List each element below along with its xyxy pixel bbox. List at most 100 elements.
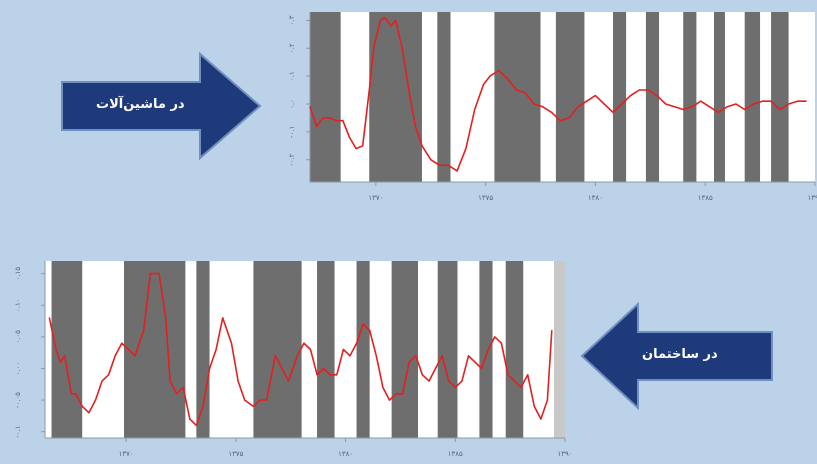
construction-band-3 (123, 261, 186, 438)
construction-point-51 (388, 399, 391, 401)
machinery-y-tick-label-2: ۰.۰ (288, 99, 296, 109)
machinery-band-10 (613, 12, 627, 182)
machinery-x-tick-label-4: ۱۳۹۰ (807, 194, 817, 202)
construction-band-13 (391, 261, 418, 438)
construction-band-20 (523, 261, 555, 438)
construction-band-15 (437, 261, 458, 438)
machinery-point-50 (700, 100, 702, 102)
machinery-point-4 (335, 120, 337, 122)
machinery-point-14 (395, 19, 397, 21)
construction-point-74 (540, 418, 542, 420)
construction-point-42 (329, 374, 331, 376)
construction-point-52 (395, 393, 397, 395)
machinery-band-18 (744, 12, 761, 182)
machinery-point-47 (673, 106, 676, 108)
machinery-point-2 (322, 117, 324, 119)
construction-point-58 (434, 367, 437, 370)
construction-point-38 (303, 342, 305, 344)
construction-band-12 (369, 261, 392, 438)
construction-point-45 (349, 355, 351, 357)
construction-band-0 (45, 261, 52, 438)
construction-band-19 (505, 261, 524, 438)
machinery-band-19 (760, 12, 772, 182)
construction-point-53 (402, 393, 404, 395)
machinery-chart: -۰.۲ -۰.۱ ۰.۰ ۰.۱ ۰.۲ ۰.۳ ۱۳۷۰ ۱۳۷۵ ۱۳۸۰ ۱۳۸۵ ۱۳۹۰ (270, 0, 817, 215)
construction-point-27 (222, 317, 224, 319)
machinery-point-31 (533, 103, 535, 105)
machinery-y-tick-label-1: -۰.۱ (288, 126, 296, 138)
construction-point-60 (448, 380, 450, 382)
construction-point-71 (520, 386, 522, 389)
construction-x-tick-label-3: ۱۳۸۵ (448, 450, 463, 458)
machinery-point-55 (744, 108, 746, 111)
construction-point-9 (101, 380, 103, 382)
construction-point-14 (134, 355, 136, 357)
machinery-point-48 (682, 108, 684, 111)
construction-y-tick-label-3: ۰.۰۵ (14, 330, 22, 344)
construction-point-17 (158, 273, 160, 275)
machinery-point-16 (408, 89, 410, 91)
machinery-x-tick-label-1: ۱۳۷۵ (478, 194, 493, 202)
machinery-band-2 (369, 12, 422, 182)
construction-point-54 (408, 361, 410, 363)
construction-x-tick-label-0: ۱۳۷۰ (119, 450, 134, 458)
machinery-point-62 (805, 100, 807, 102)
machinery-point-1 (315, 125, 318, 127)
machinery-point-24 (474, 108, 476, 111)
construction-point-10 (108, 374, 110, 376)
machinery-band-3 (421, 12, 438, 182)
machinery-point-61 (796, 100, 799, 102)
construction-y-tick-label-2: ۰.۰۰ (14, 362, 22, 376)
construction-point-65 (481, 367, 483, 370)
machinery-point-28 (507, 78, 509, 80)
construction-point-11 (114, 355, 116, 357)
machinery-point-36 (577, 106, 579, 108)
construction-point-5 (75, 393, 77, 395)
machinery-point-18 (421, 145, 423, 147)
machinery-y-tick-label-0: -۰.۲ (288, 153, 296, 166)
construction-point-61 (454, 386, 456, 389)
machinery-band-6 (494, 12, 541, 182)
machinery-point-26 (489, 75, 491, 77)
construction-band-11 (356, 261, 370, 438)
construction-point-1 (55, 348, 57, 351)
machinery-band-8 (555, 12, 585, 182)
construction-point-39 (309, 348, 312, 351)
machinery-point-59 (779, 108, 781, 111)
construction-point-0 (48, 317, 50, 319)
construction-chart-svg: -۰.۱ -۰.۰۵ ۰.۰۰ ۰.۰۵ ۰.۱۰ ۰.۱۵ ۱۳۷۰ ۱۳۷۵ ۱۳۸۰ ۱۳۸… (14, 261, 573, 458)
construction-point-13 (127, 348, 129, 351)
machinery-point-12 (384, 16, 386, 19)
construction-y-tick-label-4: ۰.۱۰ (14, 298, 22, 312)
machinery-point-25 (482, 83, 485, 86)
construction-point-75 (546, 399, 549, 401)
construction-point-29 (237, 380, 239, 382)
machinery-point-0 (309, 106, 311, 108)
machinery-point-19 (430, 159, 432, 161)
construction-point-56 (421, 374, 423, 376)
machinery-point-27 (498, 69, 500, 72)
machinery-band-7 (540, 12, 556, 182)
construction-point-31 (252, 405, 255, 407)
construction-point-35 (281, 367, 283, 370)
construction-point-23 (195, 424, 197, 426)
construction-band-21 (554, 261, 565, 438)
machinery-point-42 (629, 95, 632, 97)
machinery-band-17 (724, 12, 745, 182)
construction-point-68 (500, 342, 502, 344)
construction-point-48 (369, 329, 371, 332)
machinery-x-tick-label-3: ۱۳۸۵ (698, 194, 713, 202)
machinery-band-13 (659, 12, 684, 182)
machinery-point-10 (373, 47, 375, 49)
machinery-band-12 (645, 12, 660, 182)
construction-point-50 (382, 386, 384, 389)
construction-point-40 (316, 374, 318, 376)
machinery-band-11 (626, 12, 646, 182)
machinery-band-15 (696, 12, 714, 182)
machinery-point-35 (568, 117, 570, 119)
machinery-point-51 (709, 106, 711, 108)
construction-band-18 (492, 261, 506, 438)
construction-point-72 (527, 374, 529, 376)
arrow-left-icon (580, 301, 773, 411)
construction-band-7 (253, 261, 302, 438)
